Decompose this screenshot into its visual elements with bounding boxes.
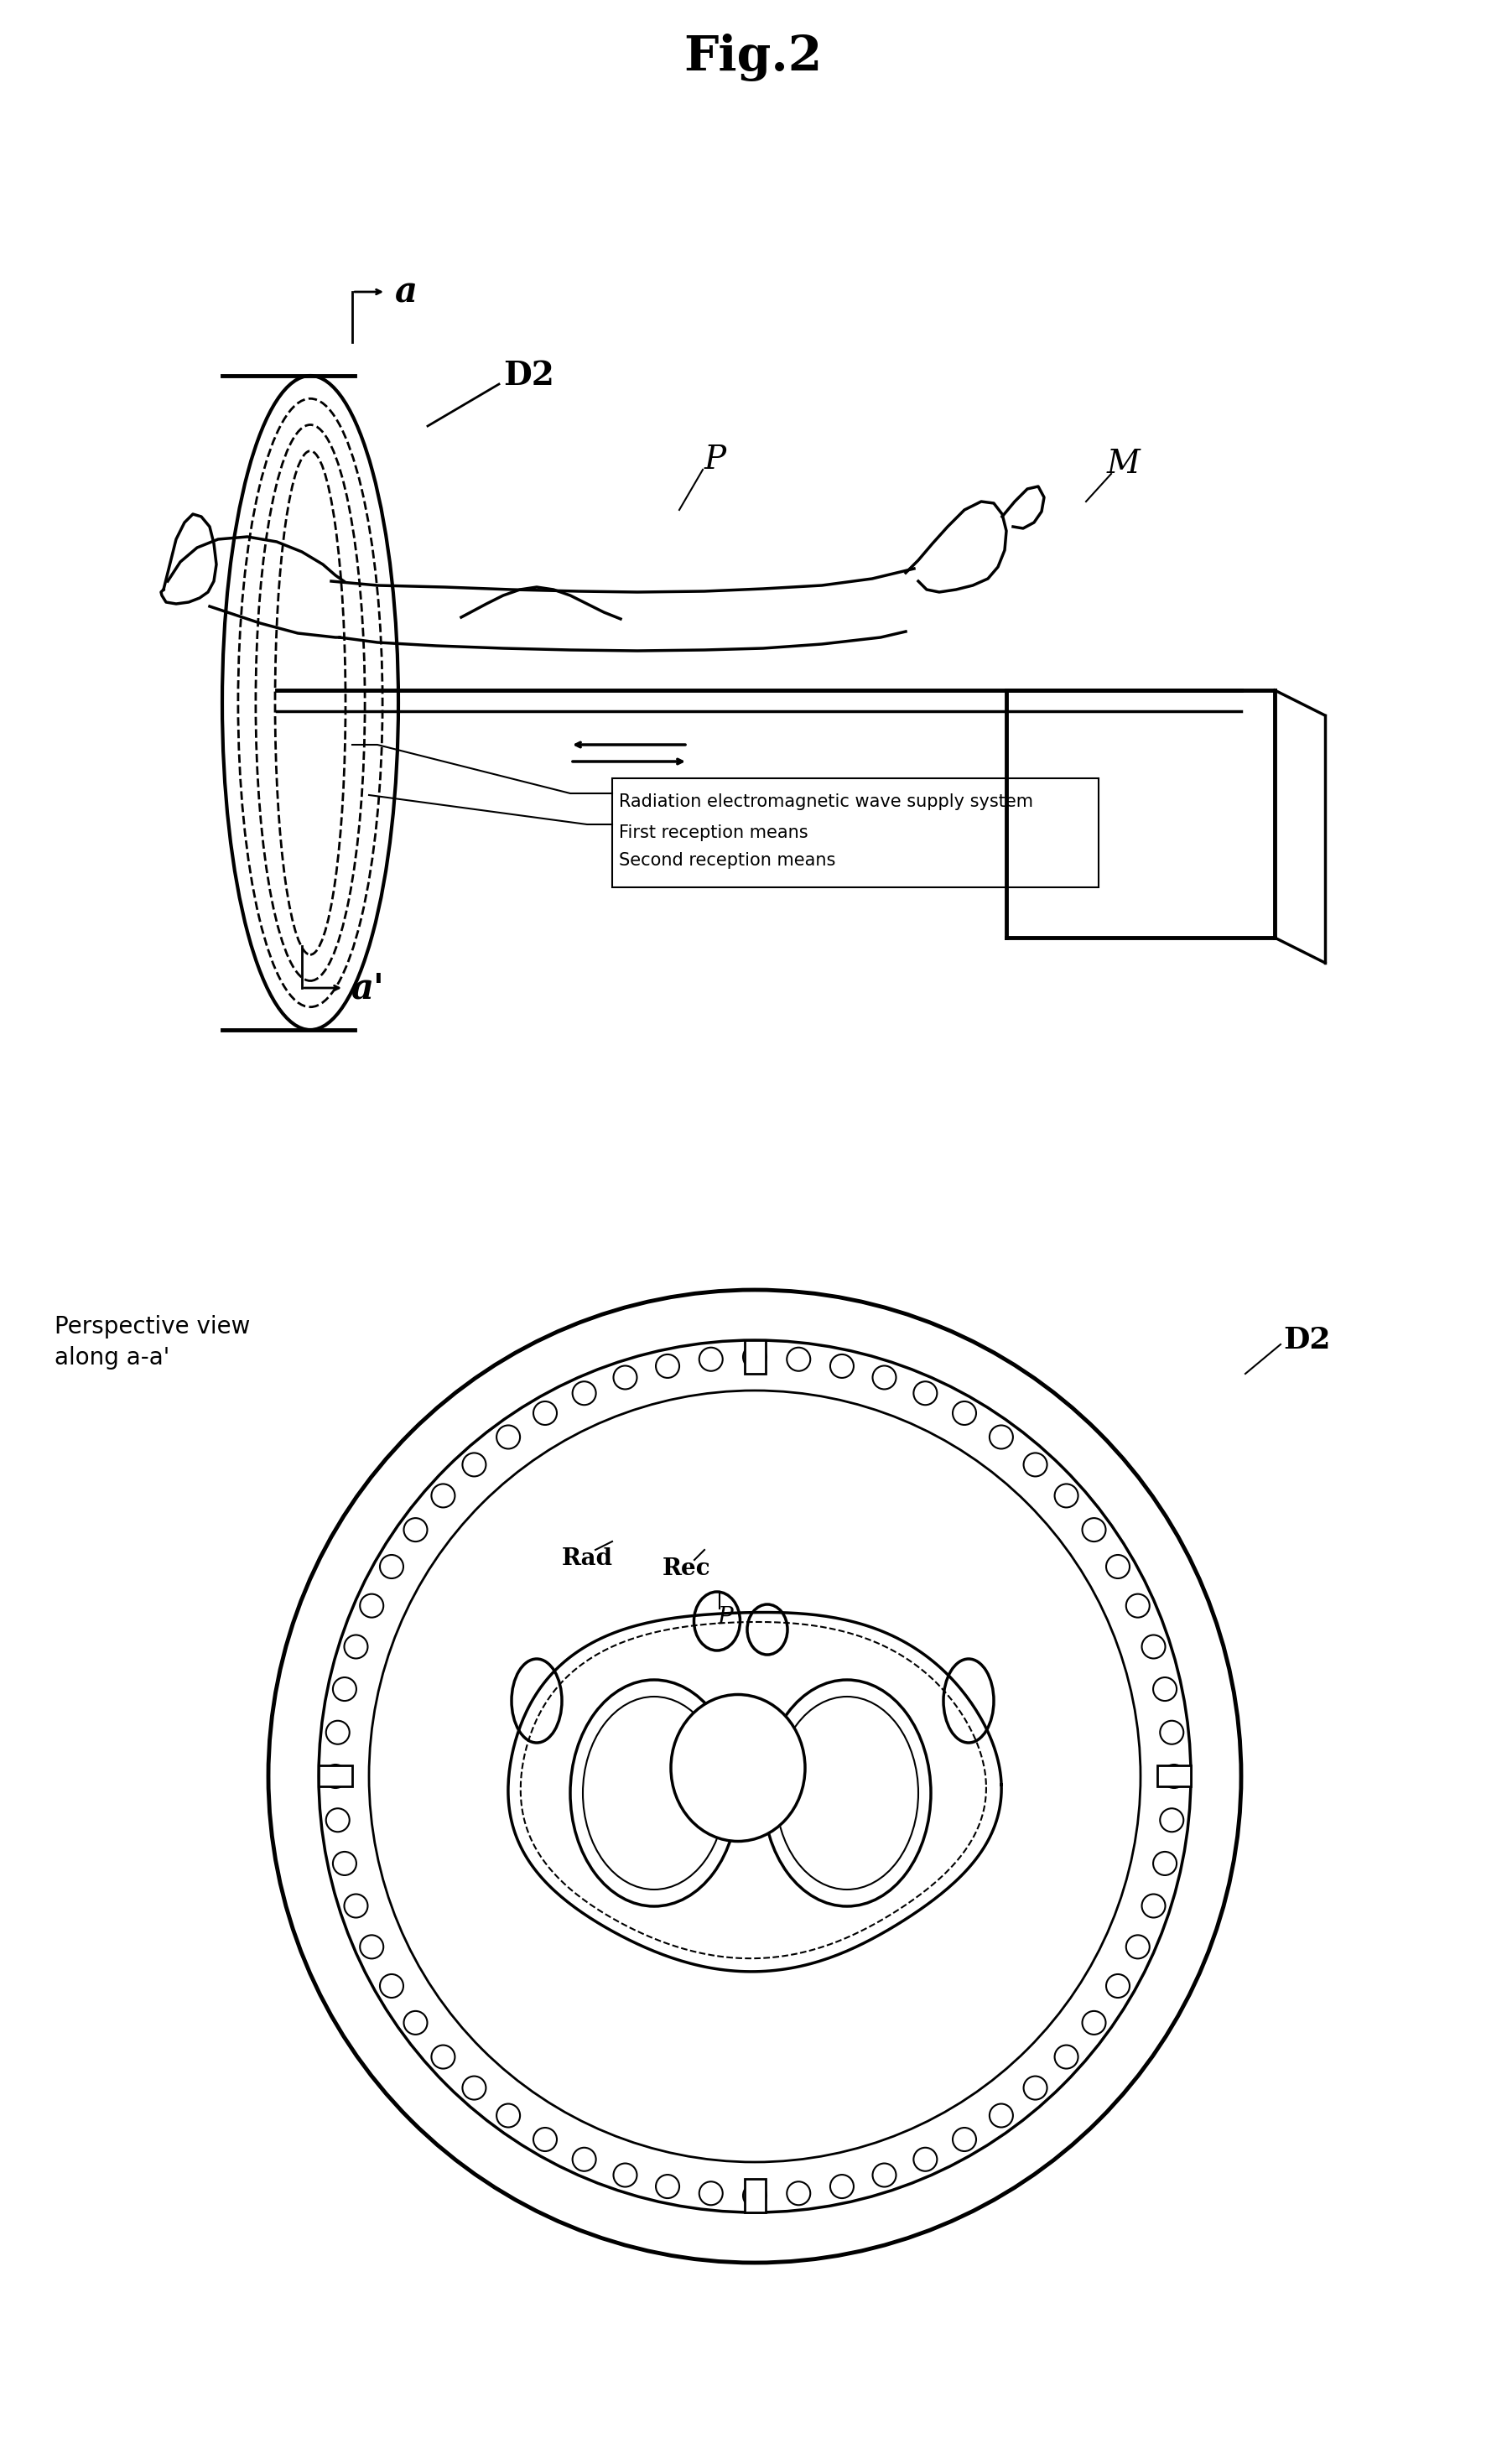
Circle shape	[463, 1454, 485, 1476]
Text: P: P	[704, 444, 726, 476]
Ellipse shape	[693, 1592, 740, 1651]
Circle shape	[873, 1365, 897, 1390]
Ellipse shape	[511, 1658, 562, 1742]
Ellipse shape	[763, 1680, 931, 1907]
Ellipse shape	[747, 1604, 788, 1656]
Circle shape	[380, 1974, 404, 1998]
Circle shape	[1153, 1853, 1177, 1875]
Circle shape	[360, 1934, 383, 1959]
Circle shape	[1023, 2077, 1047, 2099]
Circle shape	[656, 2176, 680, 2198]
Circle shape	[913, 1382, 937, 1404]
Text: M: M	[1108, 448, 1141, 480]
Bar	[744, 2178, 766, 2213]
Circle shape	[1055, 1483, 1078, 1508]
Text: Radiation electromagnetic wave supply system: Radiation electromagnetic wave supply sy…	[619, 793, 1034, 811]
Circle shape	[787, 2181, 811, 2205]
Circle shape	[1082, 1518, 1106, 1542]
Ellipse shape	[570, 1680, 738, 1907]
Bar	[744, 1340, 766, 1375]
Circle shape	[496, 2104, 520, 2126]
Text: Fig.2: Fig.2	[684, 32, 823, 81]
Circle shape	[431, 1483, 455, 1508]
Text: Rec: Rec	[663, 1557, 711, 1579]
Circle shape	[743, 1345, 767, 1368]
Circle shape	[613, 1365, 637, 1390]
Circle shape	[1126, 1594, 1150, 1616]
Bar	[318, 1764, 353, 1786]
Circle shape	[326, 1809, 350, 1831]
Circle shape	[1142, 1895, 1165, 1917]
Circle shape	[333, 1678, 356, 1700]
Circle shape	[990, 1424, 1013, 1449]
Circle shape	[952, 1402, 977, 1424]
Circle shape	[1106, 1555, 1130, 1579]
Circle shape	[990, 2104, 1013, 2126]
Circle shape	[404, 1518, 428, 1542]
Circle shape	[1082, 2011, 1106, 2035]
Circle shape	[344, 1895, 368, 1917]
Circle shape	[699, 1348, 723, 1370]
Circle shape	[344, 1636, 368, 1658]
Text: First reception means: First reception means	[619, 825, 808, 840]
Circle shape	[333, 1853, 356, 1875]
Ellipse shape	[776, 1698, 918, 1890]
Circle shape	[533, 1402, 558, 1424]
Circle shape	[360, 1594, 383, 1616]
Circle shape	[1153, 1678, 1177, 1700]
Circle shape	[404, 2011, 428, 2035]
Text: Perspective view
along a-a': Perspective view along a-a'	[54, 1316, 250, 1370]
Ellipse shape	[583, 1698, 725, 1890]
Circle shape	[573, 1382, 595, 1404]
Text: D2: D2	[503, 360, 555, 392]
Circle shape	[1023, 1454, 1047, 1476]
Circle shape	[573, 2149, 595, 2171]
Circle shape	[496, 1424, 520, 1449]
Circle shape	[952, 2129, 977, 2151]
Circle shape	[1160, 1720, 1183, 1745]
Circle shape	[1126, 1934, 1150, 1959]
Circle shape	[326, 1720, 350, 1745]
Circle shape	[1106, 1974, 1130, 1998]
Text: D2: D2	[1282, 1326, 1331, 1355]
Circle shape	[699, 2181, 723, 2205]
Circle shape	[913, 2149, 937, 2171]
Circle shape	[380, 1555, 404, 1579]
Text: P: P	[717, 1607, 732, 1629]
Circle shape	[787, 1348, 811, 1370]
Text: Rad: Rad	[562, 1547, 613, 1570]
Text: a': a'	[351, 971, 384, 1005]
Circle shape	[463, 2077, 485, 2099]
Text: a: a	[395, 274, 417, 310]
Bar	[1157, 1764, 1191, 1786]
Circle shape	[613, 2163, 637, 2188]
Text: Second reception means: Second reception means	[619, 853, 835, 870]
Circle shape	[830, 2176, 853, 2198]
Circle shape	[1055, 2045, 1078, 2070]
Circle shape	[656, 1355, 680, 1377]
Circle shape	[1160, 1809, 1183, 1831]
Bar	[612, 779, 1099, 887]
Circle shape	[830, 1355, 853, 1377]
Ellipse shape	[671, 1695, 805, 1841]
Circle shape	[431, 2045, 455, 2070]
Circle shape	[873, 2163, 897, 2188]
Circle shape	[533, 2129, 558, 2151]
Circle shape	[324, 1764, 347, 1789]
Circle shape	[1142, 1636, 1165, 1658]
Circle shape	[1162, 1764, 1186, 1789]
Circle shape	[743, 2183, 767, 2208]
Ellipse shape	[943, 1658, 993, 1742]
